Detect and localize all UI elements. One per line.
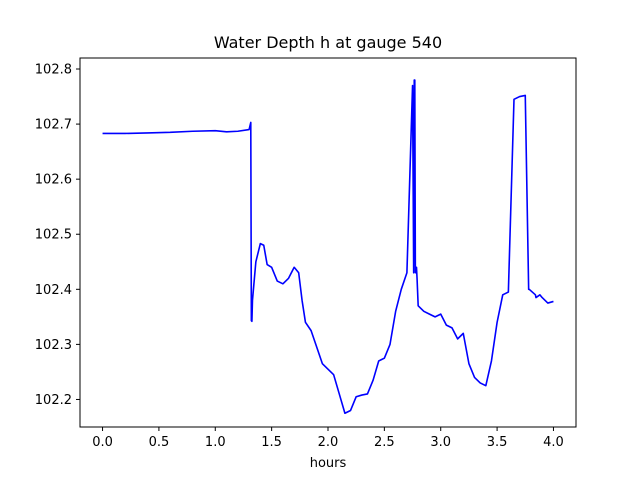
x-axis-ticks: 0.0 0.5 1.0 1.5 2.0 2.5 3.0 3.5 4.0: [92, 427, 564, 450]
y-tick-label: 102.7: [35, 118, 72, 133]
x-tick-label: 0.5: [149, 435, 170, 450]
x-tick-label: 1.0: [205, 435, 226, 450]
y-tick-label: 102.2: [35, 393, 72, 408]
x-tick-label: 1.5: [261, 435, 282, 450]
y-tick-label: 102.6: [35, 173, 72, 188]
y-tick-label: 102.8: [35, 63, 72, 78]
x-tick-label: 2.0: [318, 435, 339, 450]
x-tick-label: 4.0: [543, 435, 564, 450]
x-tick-label: 3.0: [430, 435, 451, 450]
x-tick-label: 3.5: [487, 435, 508, 450]
y-tick-label: 102.3: [35, 338, 72, 353]
y-axis-ticks: 102.2 102.3 102.4 102.5 102.6 102.7 102.8: [35, 63, 80, 408]
x-axis-label: hours: [310, 456, 347, 471]
y-tick-label: 102.5: [35, 228, 72, 243]
series-line: [102, 79, 554, 415]
x-tick-label: 0.0: [92, 435, 113, 450]
x-tick-label: 2.5: [374, 435, 395, 450]
chart-title: Water Depth h at gauge 540: [214, 33, 442, 52]
y-tick-label: 102.4: [35, 283, 72, 298]
